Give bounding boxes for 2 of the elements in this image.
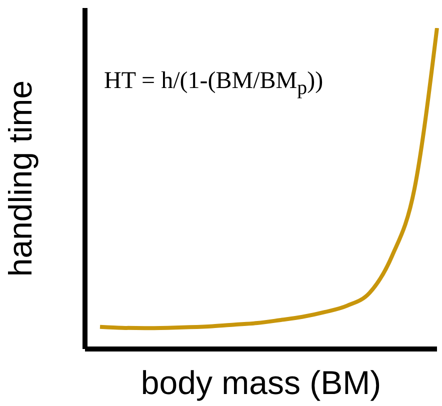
x-axis-title: body mass (BM) <box>140 364 382 401</box>
annotation: HT = h/(1-(BM/BM$_{p}$)) <box>104 68 324 100</box>
